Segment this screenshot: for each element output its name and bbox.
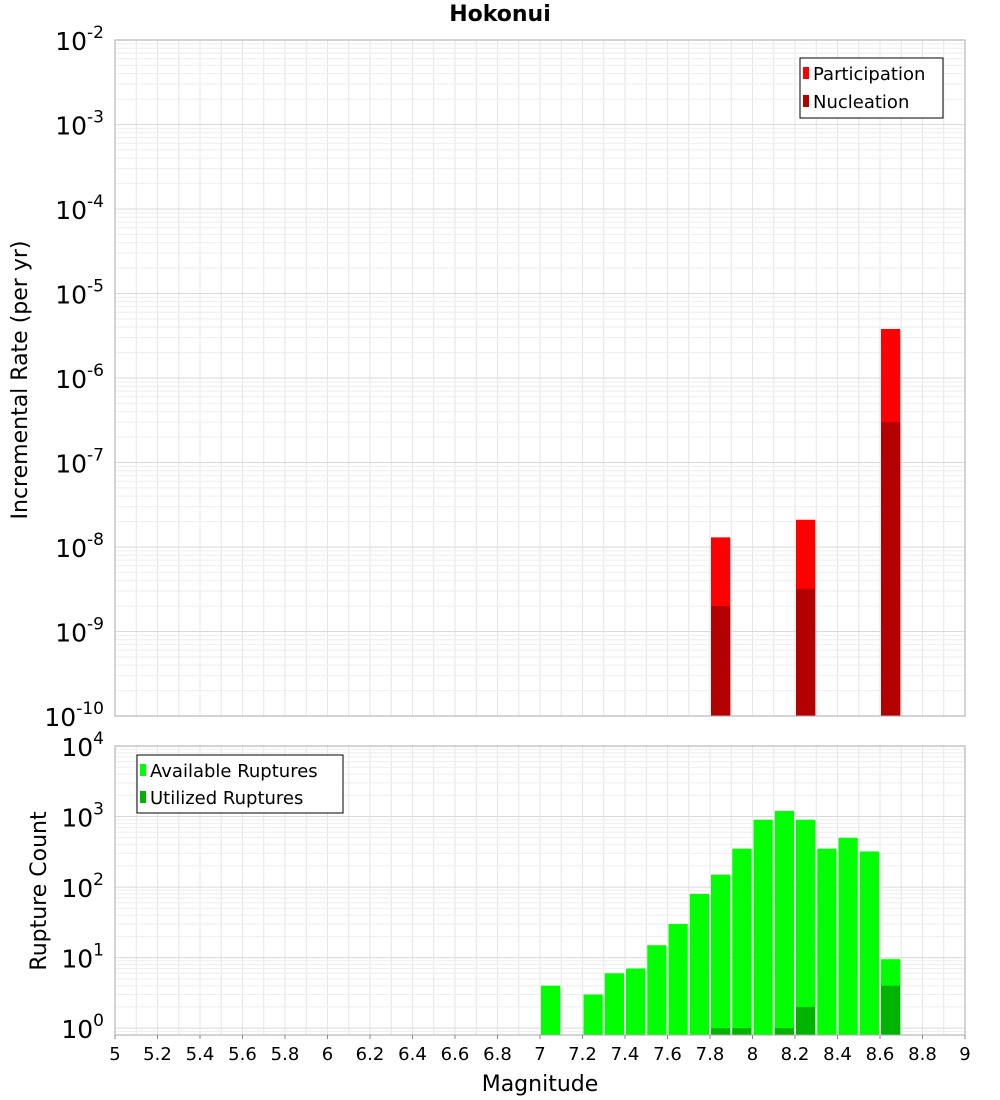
x-tick-label: 9 xyxy=(959,1044,970,1065)
legend-swatch-nucleation xyxy=(803,95,809,107)
count-bar-a xyxy=(626,968,646,1035)
top-legend: Participation Nucleation xyxy=(799,57,944,119)
y-tick-label: 10-2 xyxy=(55,23,104,56)
x-tick-label: 5.4 xyxy=(186,1044,215,1065)
x-axis-label: Magnitude xyxy=(482,1072,599,1097)
y-tick-label: 10-5 xyxy=(55,277,104,310)
count-bar-a xyxy=(753,819,773,1035)
x-tick-label: 6.6 xyxy=(441,1044,470,1065)
count-bar-a xyxy=(838,837,858,1035)
y-tick-label: 10-4 xyxy=(55,192,104,225)
x-tick-label: 6 xyxy=(322,1044,333,1065)
x-tick-label: 6.4 xyxy=(398,1044,427,1065)
count-bar-a xyxy=(817,848,837,1035)
count-bar-a xyxy=(583,994,603,1035)
count-bar-a xyxy=(796,819,816,1035)
y-tick-label: 102 xyxy=(61,870,104,903)
count-bar-b xyxy=(796,1006,816,1035)
x-tick-label: 7.6 xyxy=(653,1044,682,1065)
y-tick-label: 10-9 xyxy=(55,615,104,648)
rate-bar-b xyxy=(881,422,901,716)
legend-label-available: Available Ruptures xyxy=(150,761,318,782)
top-plot-grid xyxy=(114,39,966,717)
x-tick-label: 8.8 xyxy=(908,1044,937,1065)
bottom-y-axis-label: Rupture Count xyxy=(27,811,52,971)
y-tick-label: 10-3 xyxy=(55,108,104,141)
x-tick-label: 7.8 xyxy=(696,1044,725,1065)
x-tick-label: 7 xyxy=(534,1044,545,1065)
rate-bar-b xyxy=(711,606,731,716)
count-bar-a xyxy=(689,893,709,1035)
x-tick-label: 5 xyxy=(109,1044,120,1065)
legend-swatch-utilized xyxy=(140,791,146,803)
x-tick-label: 5.6 xyxy=(228,1044,257,1065)
legend-swatch-participation xyxy=(803,67,809,79)
legend-label-nucleation: Nucleation xyxy=(813,92,909,113)
y-tick-label: 10-6 xyxy=(55,361,104,394)
count-bar-a xyxy=(541,985,561,1035)
count-bar-a xyxy=(711,874,731,1035)
count-bar-a xyxy=(732,848,752,1035)
count-bar-b xyxy=(774,1028,794,1035)
x-tick-label: 5.8 xyxy=(271,1044,300,1065)
x-tick-label: 8.6 xyxy=(866,1044,895,1065)
x-tick-label: 8.4 xyxy=(823,1044,852,1065)
count-bar-b xyxy=(881,985,901,1035)
x-tick-label: 7.4 xyxy=(611,1044,640,1065)
x-tick-label: 8 xyxy=(747,1044,758,1065)
x-tick-label: 6.8 xyxy=(483,1044,512,1065)
legend-label-utilized: Utilized Ruptures xyxy=(150,788,303,809)
chart-title: Hokonui xyxy=(449,2,551,27)
top-plot-bars xyxy=(711,329,901,716)
count-bar-b xyxy=(711,1028,731,1035)
count-bar-a xyxy=(668,923,688,1035)
count-bar-a xyxy=(647,945,667,1035)
legend-label-participation: Participation xyxy=(813,64,925,85)
y-tick-label: 101 xyxy=(61,941,104,974)
x-tick-label: 8.2 xyxy=(781,1044,810,1065)
bottom-legend: Available Ruptures Utilized Ruptures xyxy=(136,754,344,814)
x-tick-label: 7.2 xyxy=(568,1044,597,1065)
y-tick-label: 10-10 xyxy=(44,699,104,732)
count-bar-b xyxy=(732,1028,752,1035)
bottom-y-axis-ticks: 100 101 102 103 104 xyxy=(61,729,104,1044)
bottom-plot-bars xyxy=(541,810,901,1035)
top-y-axis-label: Incremental Rate (per yr) xyxy=(8,241,33,520)
y-tick-label: 100 xyxy=(61,1011,104,1044)
x-tick-label: 6.2 xyxy=(356,1044,385,1065)
count-bar-a xyxy=(604,973,624,1035)
top-plot-frame xyxy=(114,39,966,717)
y-tick-label: 104 xyxy=(61,729,104,762)
legend-swatch-available xyxy=(140,764,146,776)
count-bar-a xyxy=(859,851,879,1035)
top-y-axis-ticks: 10-10 10-9 10-8 10-7 10-6 10-5 10-4 10-3 10-2 xyxy=(44,23,104,732)
x-axis-ticks: 5 5.2 5.4 5.6 5.8 6 6.2 6.4 6.6 6.8 7 7.2 7.4 7.6 7.8 8… xyxy=(109,1035,971,1065)
y-tick-label: 103 xyxy=(61,800,104,833)
count-bar-a xyxy=(774,810,794,1035)
rate-bar-b xyxy=(796,588,816,716)
y-tick-label: 10-7 xyxy=(55,446,104,479)
x-tick-label: 5.2 xyxy=(143,1044,172,1065)
y-tick-label: 10-8 xyxy=(55,530,104,563)
